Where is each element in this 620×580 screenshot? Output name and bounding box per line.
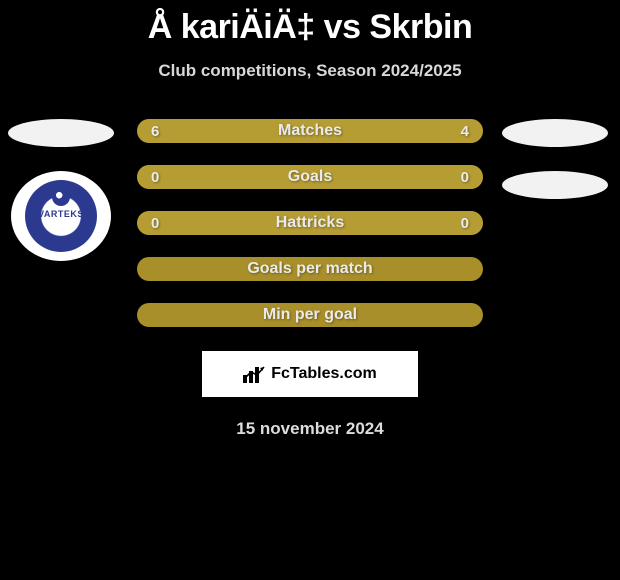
right-team-column: [500, 119, 610, 223]
bar-fill-right: [310, 165, 483, 189]
team-crest-icon: VARTEKS: [25, 180, 97, 252]
page-subtitle: Club competitions, Season 2024/2025: [0, 61, 620, 81]
left-team-logo: VARTEKS: [11, 171, 111, 261]
source-badge[interactable]: FcTables.com: [202, 351, 418, 397]
bar-value-left: 0: [151, 169, 159, 186]
bar-value-left: 6: [151, 123, 159, 140]
comparison-panel: VARTEKS 6 Matches 4 0 Goals 0 0 Hattr: [0, 119, 620, 327]
right-player-placeholder: [502, 119, 608, 147]
snapshot-date: 15 november 2024: [0, 419, 620, 439]
page-title: Å kariÄiÄ‡ vs Skrbin: [0, 0, 620, 47]
bar-value-right: 0: [461, 215, 469, 232]
bar-label: Goals: [288, 168, 332, 186]
right-team-placeholder: [502, 171, 608, 199]
source-badge-text: FcTables.com: [271, 365, 377, 383]
bar-value-right: 0: [461, 169, 469, 186]
left-team-column: VARTEKS: [6, 119, 116, 261]
stat-bar-goals-per-match: Goals per match: [137, 257, 483, 281]
stat-bar-matches: 6 Matches 4: [137, 119, 483, 143]
stat-bar-hattricks: 0 Hattricks 0: [137, 211, 483, 235]
bar-label: Min per goal: [263, 306, 357, 324]
left-player-placeholder: [8, 119, 114, 147]
bar-fill-left: [137, 165, 310, 189]
stat-bars: 6 Matches 4 0 Goals 0 0 Hattricks 0 Goal…: [137, 119, 483, 327]
bar-chart-icon: [243, 365, 265, 383]
logo-text: VARTEKS: [38, 210, 84, 219]
bar-value-right: 4: [461, 123, 469, 140]
bar-label: Goals per match: [247, 260, 372, 278]
stat-bar-goals: 0 Goals 0: [137, 165, 483, 189]
bar-label: Matches: [278, 122, 342, 140]
bar-value-left: 0: [151, 215, 159, 232]
soccer-ball-icon: [52, 188, 70, 206]
stat-bar-min-per-goal: Min per goal: [137, 303, 483, 327]
logo-text-mid: VARTEKS: [38, 209, 84, 219]
bar-label: Hattricks: [276, 214, 344, 232]
